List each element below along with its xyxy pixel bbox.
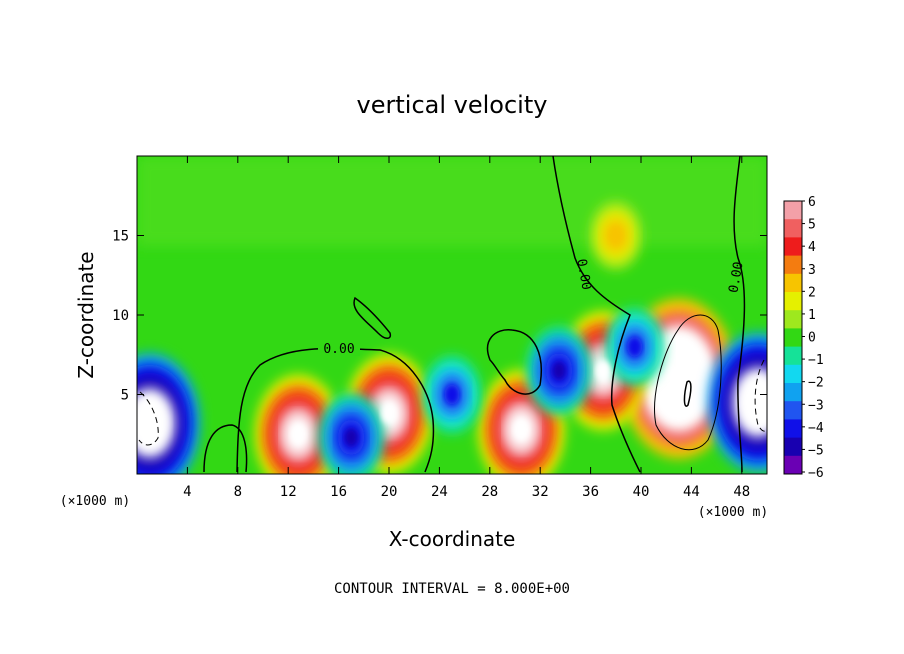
field-level-2-5 — [514, 419, 529, 440]
velocity-field-detail — [141, 226, 767, 447]
x-axis-label: X-coordinate — [389, 527, 516, 551]
upper-layer-band — [137, 156, 767, 246]
y-axis-ticks: 5 10 15 — [112, 229, 767, 404]
colorbar: 6 5 4 3 2 1 0 −1 −2 −3 −4 −5 −6 — [783, 195, 824, 481]
x-tick-label-1: 8 — [234, 484, 242, 500]
plot-area: 0.00 0.00 0.00 — [137, 156, 767, 474]
contour-label-2: 0.00 — [573, 258, 593, 291]
x-tick-label-8: 36 — [582, 484, 599, 500]
colorbar-swatch-5 — [784, 292, 802, 311]
contour-labels: 0.00 0.00 0.00 — [318, 258, 747, 357]
x-tick-label-9: 40 — [633, 484, 650, 500]
updraft-inner-contour — [683, 380, 692, 407]
field-level-10-3 — [627, 336, 643, 357]
zero-contour-cell — [486, 329, 542, 395]
colorbar-swatch-3 — [784, 255, 802, 275]
x-tick-label-2: 12 — [280, 484, 297, 500]
colorbar-swatch-10 — [784, 383, 802, 402]
colorbar-swatch-6 — [784, 310, 802, 329]
contour-lines — [138, 156, 767, 473]
x-tick-label-6: 28 — [481, 484, 498, 500]
updraft-core-contour — [654, 314, 722, 451]
colorbar-swatch-1 — [784, 219, 802, 238]
downdraft-contour-east — [754, 359, 767, 432]
colorbar-swatch-7 — [784, 328, 802, 348]
colorbar-label-11: −5 — [808, 443, 824, 458]
colorbar-swatch-0 — [784, 201, 802, 220]
x-tick-label-0: 4 — [183, 484, 191, 500]
colorbar-swatch-13 — [784, 437, 802, 457]
colorbar-swatch-12 — [784, 419, 802, 439]
field-level-1-5 — [595, 360, 611, 381]
colorbar-label-9: −3 — [808, 398, 824, 413]
field-level-5-5 — [141, 411, 159, 435]
y-tick-label-0: 5 — [121, 388, 129, 404]
contour-label-1: 0.00 — [323, 342, 354, 357]
zero-contour-patch — [353, 296, 392, 339]
x-tick-label-7: 32 — [532, 484, 549, 500]
downdraft-contour-west — [138, 391, 159, 446]
x-tick-label-4: 20 — [381, 484, 398, 500]
colorbar-label-4: 2 — [808, 285, 816, 300]
field-level-7-4 — [552, 361, 566, 380]
zero-contour-lowpatch — [203, 424, 248, 473]
contour-label-3: 0.00 — [726, 261, 746, 294]
colorbar-swatch-2 — [784, 237, 802, 257]
colorbar-label-7: −1 — [808, 353, 824, 368]
y-tick-label-2: 15 — [112, 229, 129, 245]
x-tick-label-3: 16 — [330, 484, 347, 500]
field-level-8-4 — [344, 428, 358, 447]
colorbar-label-6: 0 — [808, 331, 816, 346]
colorbar-swatch-9 — [784, 364, 802, 384]
colorbar-swatch-4 — [784, 273, 802, 293]
zero-contour-west — [733, 156, 746, 473]
contour-interval-note: CONTOUR INTERVAL = 8.000E+00 — [334, 581, 570, 597]
chart-title: vertical velocity — [357, 91, 548, 119]
colorbar-label-12: −6 — [808, 466, 824, 481]
colorbar-swatch-8 — [784, 346, 802, 366]
y-tick-label-1: 10 — [112, 308, 129, 324]
field-level-3-5 — [291, 424, 306, 445]
field-level-11-3 — [609, 226, 623, 245]
x-tick-label-5: 24 — [431, 484, 448, 500]
x-axis-ticks: 4 8 12 16 20 24 28 32 36 40 44 48 — [183, 156, 750, 500]
field-level-0-5 — [669, 365, 689, 392]
field-level-6-5 — [749, 390, 767, 415]
field-level-9-3 — [444, 384, 460, 405]
zero-contour-east — [552, 156, 641, 473]
field-level-4-5 — [381, 403, 397, 424]
colorbar-label-0: 6 — [808, 195, 816, 210]
colorbar-swatch-11 — [784, 401, 802, 420]
x-tick-label-10: 44 — [683, 484, 700, 500]
colorbar-label-2: 4 — [808, 240, 816, 255]
colorbar-label-8: −2 — [808, 376, 824, 391]
colorbar-frame — [783, 200, 803, 475]
colorbar-label-5: 1 — [808, 308, 816, 323]
zero-contour-lowlevel — [236, 347, 435, 473]
y-axis-label: Z-coordinate — [74, 251, 98, 378]
x-axis-unit-left: (×1000 m) — [60, 494, 130, 509]
x-axis-unit-right: (×1000 m) — [698, 505, 768, 520]
colorbar-swatch-14 — [784, 455, 802, 475]
colorbar-label-10: −4 — [808, 421, 824, 436]
colorbar-label-3: 3 — [808, 263, 816, 278]
x-tick-label-11: 48 — [733, 484, 750, 500]
colorbar-label-1: 5 — [808, 218, 816, 233]
